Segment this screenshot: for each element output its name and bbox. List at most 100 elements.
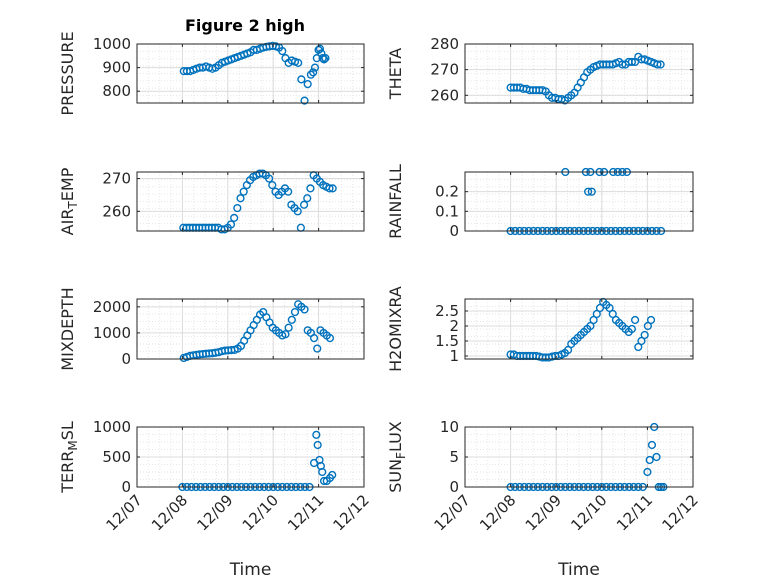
series-markers [179, 300, 335, 363]
x-tick-label: 12/12 [659, 491, 702, 534]
data-point [293, 207, 302, 216]
data-point [595, 303, 605, 313]
data-point [637, 336, 646, 346]
data-point [643, 467, 652, 477]
y-tick-label: 0 [121, 478, 131, 496]
data-point [287, 315, 296, 324]
x-tick-label: 12/07 [431, 491, 474, 534]
data-point [645, 455, 654, 465]
y-tick-label: 10 [440, 418, 459, 436]
y-tick-label: 0 [121, 350, 131, 368]
data-point [587, 187, 596, 196]
y-tick-label: 900 [102, 59, 131, 77]
data-point [647, 440, 657, 450]
y-axis-label: MIXDEPTH [58, 287, 77, 370]
y-axis-label: RAINFALL [386, 164, 405, 239]
axes-box [136, 171, 365, 232]
axes-box [464, 43, 694, 104]
x-tick-label: 12/12 [330, 491, 373, 534]
y-tick-label: 2.5 [435, 302, 459, 320]
subplot-2: 260 270 280 THETA [386, 35, 694, 105]
x-tick-label: 12/09 [193, 491, 236, 534]
data-point [315, 44, 325, 53]
y-tick-label: 0.1 [435, 202, 459, 220]
subplot-4: 0 0.10.2 RAINFALL [386, 164, 694, 240]
x-tick-label: 12/08 [476, 491, 519, 534]
series-markers [506, 422, 668, 492]
data-point [627, 324, 636, 334]
data-point [299, 200, 309, 209]
data-point [236, 194, 245, 203]
x-tick-label: 12/10 [567, 491, 610, 534]
y-tick-label: 1000 [93, 324, 131, 342]
y-axis-label: SUNFLUX [386, 421, 408, 493]
data-point [586, 321, 595, 331]
y-tick-label: 800 [102, 82, 131, 100]
data-point [592, 309, 601, 319]
data-point [290, 307, 300, 317]
data-point [312, 430, 321, 439]
data-point [584, 187, 593, 196]
data-point [313, 440, 322, 450]
data-point [278, 46, 287, 56]
subplot-1: 800 900 1000 PRESSURE [58, 31, 365, 116]
y-tick-label: 500 [102, 448, 131, 466]
x-tick-label: 12/08 [148, 491, 191, 534]
data-point [306, 70, 315, 79]
data-point [627, 57, 636, 67]
y-axis-label: PRESSURE [58, 31, 77, 115]
data-point [284, 187, 293, 196]
data-point [656, 60, 665, 69]
y-tick-label: 2000 [93, 298, 131, 316]
data-point [589, 315, 598, 325]
data-point [319, 55, 329, 64]
subplot-7: 0 500 1000 12/07 12/08 12/09 12/10 12/11 12/12 Ti… [58, 418, 373, 580]
y-tick-label: 0 [449, 222, 459, 240]
data-point [306, 184, 315, 193]
data-point [281, 330, 290, 339]
x-tick-label: 12/09 [522, 491, 565, 534]
x-tick-label: 12/11 [613, 491, 656, 534]
data-point [634, 342, 643, 352]
subplot-6: 11.522.5 H2OMIXRA [386, 286, 694, 372]
y-axis-label: TERRMSL [58, 421, 80, 494]
y-axis-label: THETA [386, 48, 405, 100]
x-axis-label: Time [557, 560, 600, 580]
y-axis-label: H2OMIXRA [386, 286, 405, 372]
data-point [233, 203, 242, 213]
y-axis-label: AIRTEMP [58, 167, 80, 235]
data-point [310, 63, 320, 72]
y-tick-label: 2 [449, 317, 459, 335]
data-point [239, 187, 248, 196]
minor-grid [464, 298, 694, 360]
data-point [328, 184, 337, 193]
subplot-3: 260 270 AIRTEMP [58, 167, 365, 235]
x-axis-label: Time [229, 560, 272, 580]
data-point [268, 181, 277, 190]
series-markers [506, 297, 656, 362]
y-tick-label: 270 [102, 170, 131, 188]
y-tick-label: 260 [430, 86, 459, 104]
data-point [652, 452, 661, 462]
y-tick-label: 1.5 [435, 332, 459, 350]
data-point [321, 54, 330, 63]
data-point [608, 309, 617, 319]
data-point [300, 305, 309, 314]
data-point [226, 220, 236, 229]
data-point [563, 345, 573, 355]
data-point [653, 60, 662, 69]
subplot-5: 0 1000 2000 MIXDEPTH [58, 287, 365, 371]
y-tick-label: 5 [449, 448, 459, 466]
x-tick-label: 12/07 [103, 491, 146, 534]
data-point [318, 54, 327, 63]
data-point [646, 315, 656, 325]
x-tick-label: 12/11 [284, 491, 327, 534]
subplot-8: 0 5 10 12/07 12/08 12/09 12/10 12/11 12/12 Time SU… [386, 418, 702, 580]
y-tick-label: 260 [102, 202, 131, 220]
series-markers [179, 41, 330, 105]
data-point [284, 323, 293, 332]
minor-grid [464, 171, 694, 232]
y-tick-label: 0 [449, 478, 459, 496]
